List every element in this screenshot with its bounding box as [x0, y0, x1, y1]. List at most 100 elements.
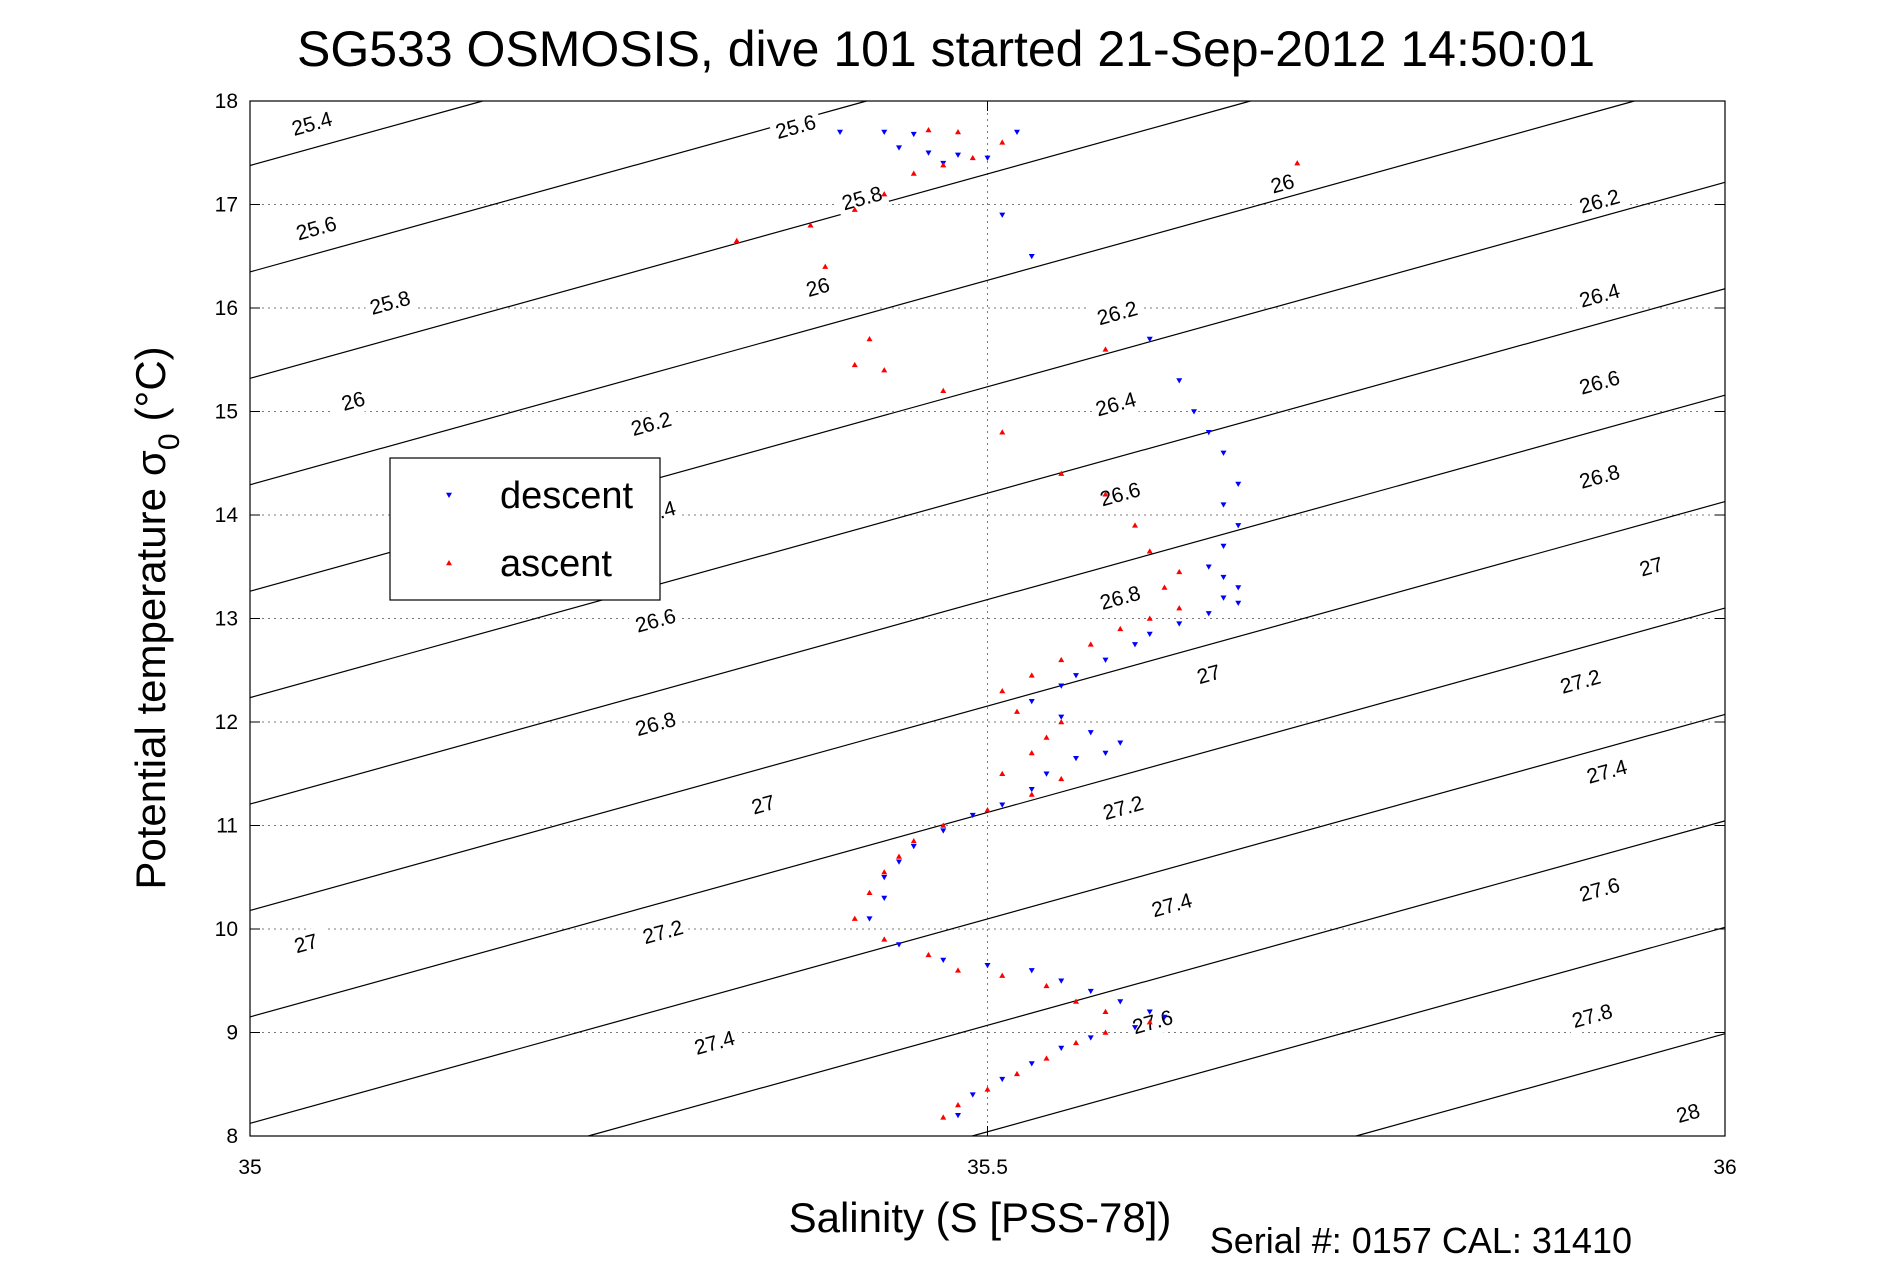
- descent-point: [896, 145, 902, 151]
- contour-label-gap: [1181, 655, 1237, 694]
- contour-label-gap: [628, 601, 684, 640]
- ascent-point: [1102, 346, 1109, 352]
- ascent-point: [1028, 672, 1035, 678]
- ascent-point: [1146, 548, 1153, 554]
- descent-point: [910, 131, 917, 138]
- chart-title: SG533 OSMOSIS, dive 101 started 21-Sep-2…: [297, 21, 1595, 77]
- contour-label-gap: [1623, 547, 1679, 586]
- descent-point: [896, 859, 902, 865]
- y-tick-label: 8: [226, 1125, 238, 1148]
- contour-label-gap: [1144, 885, 1200, 925]
- descent-point: [1205, 611, 1212, 617]
- y-axis-label-symbol: σ: [127, 450, 174, 476]
- descent-point: [1073, 755, 1079, 762]
- contour-label-gap: [362, 283, 418, 323]
- contour-label-group: 27: [735, 785, 791, 825]
- y-tick-label: 14: [215, 504, 239, 527]
- contour-label-group: 27: [278, 924, 334, 963]
- ascent-point: [940, 1114, 947, 1120]
- ascent-point: [1102, 491, 1109, 497]
- density-contour-line: [249, 100, 1251, 379]
- density-contour-line: [249, 100, 483, 167]
- descent-point: [1028, 968, 1035, 974]
- contour-label-gap: [288, 209, 344, 248]
- ascent-point: [1073, 1039, 1079, 1046]
- descent-point: [1014, 129, 1020, 136]
- descent-point: [1028, 787, 1035, 793]
- contour-label-gap: [284, 104, 340, 143]
- ascent-point: [807, 222, 814, 228]
- contour-label-gap: [834, 179, 890, 218]
- legend-label-ascent: ascent: [500, 543, 612, 585]
- contour-label-gap: [1572, 870, 1628, 909]
- ascent-point: [1028, 791, 1035, 797]
- descent-point: [1087, 730, 1094, 736]
- descent-point: [881, 895, 888, 901]
- contour-label-gap: [1088, 385, 1144, 424]
- y-tick-label: 18: [215, 90, 238, 113]
- ascent-point: [1058, 470, 1065, 476]
- ascent-point: [866, 336, 873, 342]
- ascent-point: [1014, 1070, 1020, 1077]
- descent-point: [866, 916, 873, 922]
- descent-point: [1028, 1061, 1035, 1067]
- y-tick-label: 11: [216, 815, 238, 838]
- ascent-point: [896, 853, 902, 859]
- descent-point: [1146, 631, 1153, 638]
- contour-label-group: 26: [1254, 164, 1311, 204]
- contour-label-group: 25.8: [362, 283, 418, 323]
- ascent-point: [733, 237, 740, 243]
- ascent-point: [1028, 750, 1035, 756]
- ascent-point: [955, 967, 961, 973]
- contour-label-group: 26.8: [1092, 578, 1148, 618]
- x-tick-label: 35.5: [967, 1156, 1008, 1179]
- descent-point: [881, 129, 888, 136]
- ascent-point: [881, 869, 888, 875]
- ascent-point: [1014, 708, 1020, 714]
- ascent-point: [955, 129, 961, 135]
- descent-point: [1102, 750, 1109, 757]
- descent-point: [999, 802, 1006, 808]
- descent-point: [1235, 523, 1242, 529]
- ascent-point: [1043, 982, 1050, 989]
- legend: descent ascent: [389, 457, 661, 601]
- descent-point: [1205, 429, 1212, 436]
- ascent-point: [999, 687, 1006, 694]
- descent-point: [1087, 1035, 1094, 1041]
- ascent-point: [925, 126, 932, 133]
- descent-point: [1146, 336, 1153, 343]
- y-tick-label: 13: [215, 608, 238, 631]
- contour-label-gap: [1660, 1094, 1716, 1133]
- descent-point: [1043, 771, 1050, 777]
- contour-label-gap: [1572, 363, 1628, 402]
- ascent-point: [1161, 584, 1168, 590]
- ascent-point: [881, 367, 888, 373]
- contour-label-gap: [1579, 752, 1635, 791]
- descent-point: [1176, 378, 1183, 384]
- density-contour-line: [249, 713, 1726, 1124]
- density-contour-line: [249, 501, 1726, 912]
- y-tick-label: 15: [215, 401, 238, 424]
- contour-label-gap: [687, 1023, 743, 1063]
- descent-point: [1146, 1009, 1153, 1015]
- descent-point: [1058, 714, 1065, 720]
- descent-point: [984, 155, 991, 161]
- contour-label-group: 26.6: [628, 601, 684, 640]
- ascent-point: [925, 951, 932, 958]
- ascent-point: [851, 206, 858, 212]
- ascent-point: [1058, 719, 1065, 725]
- descent-point: [969, 812, 976, 819]
- contour-label-group: 25.6: [768, 107, 824, 147]
- descent-point: [1220, 574, 1227, 581]
- descent-point: [1117, 999, 1124, 1005]
- descent-point: [1058, 1045, 1065, 1052]
- contour-label-gap: [1095, 788, 1151, 828]
- contour-label-gap: [1564, 996, 1620, 1036]
- descent-point: [955, 1113, 961, 1119]
- contour-label-gap: [1552, 662, 1609, 701]
- descent-point: [955, 152, 961, 158]
- ascent-point: [984, 1086, 991, 1092]
- density-contour-line: [249, 288, 1726, 699]
- plot-area: 25.4 25.625.625.825.826262626.226.226.226…: [215, 90, 1737, 1179]
